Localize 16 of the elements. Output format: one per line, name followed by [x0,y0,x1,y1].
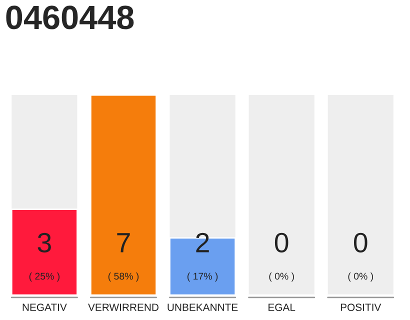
x-tick-label: POSITIV [340,304,382,312]
annotation: ( 0% ) [348,272,373,282]
data-label: 0 [274,232,288,252]
x-tick-label: EGAL [268,304,296,312]
annotation: ( 58% ) [108,272,139,282]
annotation: ( 0% ) [269,272,294,282]
x-tick-label: VERWIRREND [88,304,158,311]
chart-title: 0460448 [6,6,134,30]
annotation: ( 25% ) [29,272,60,282]
x-tick-label: UNBEKANNTE [168,304,238,312]
data-label: 7 [117,233,130,252]
x-tick-label: NEGATIV [22,304,67,312]
data-label: 2 [196,232,209,252]
data-label: 3 [38,232,51,252]
annotation: ( 17% ) [187,272,218,282]
data-label: 0 [354,232,368,252]
